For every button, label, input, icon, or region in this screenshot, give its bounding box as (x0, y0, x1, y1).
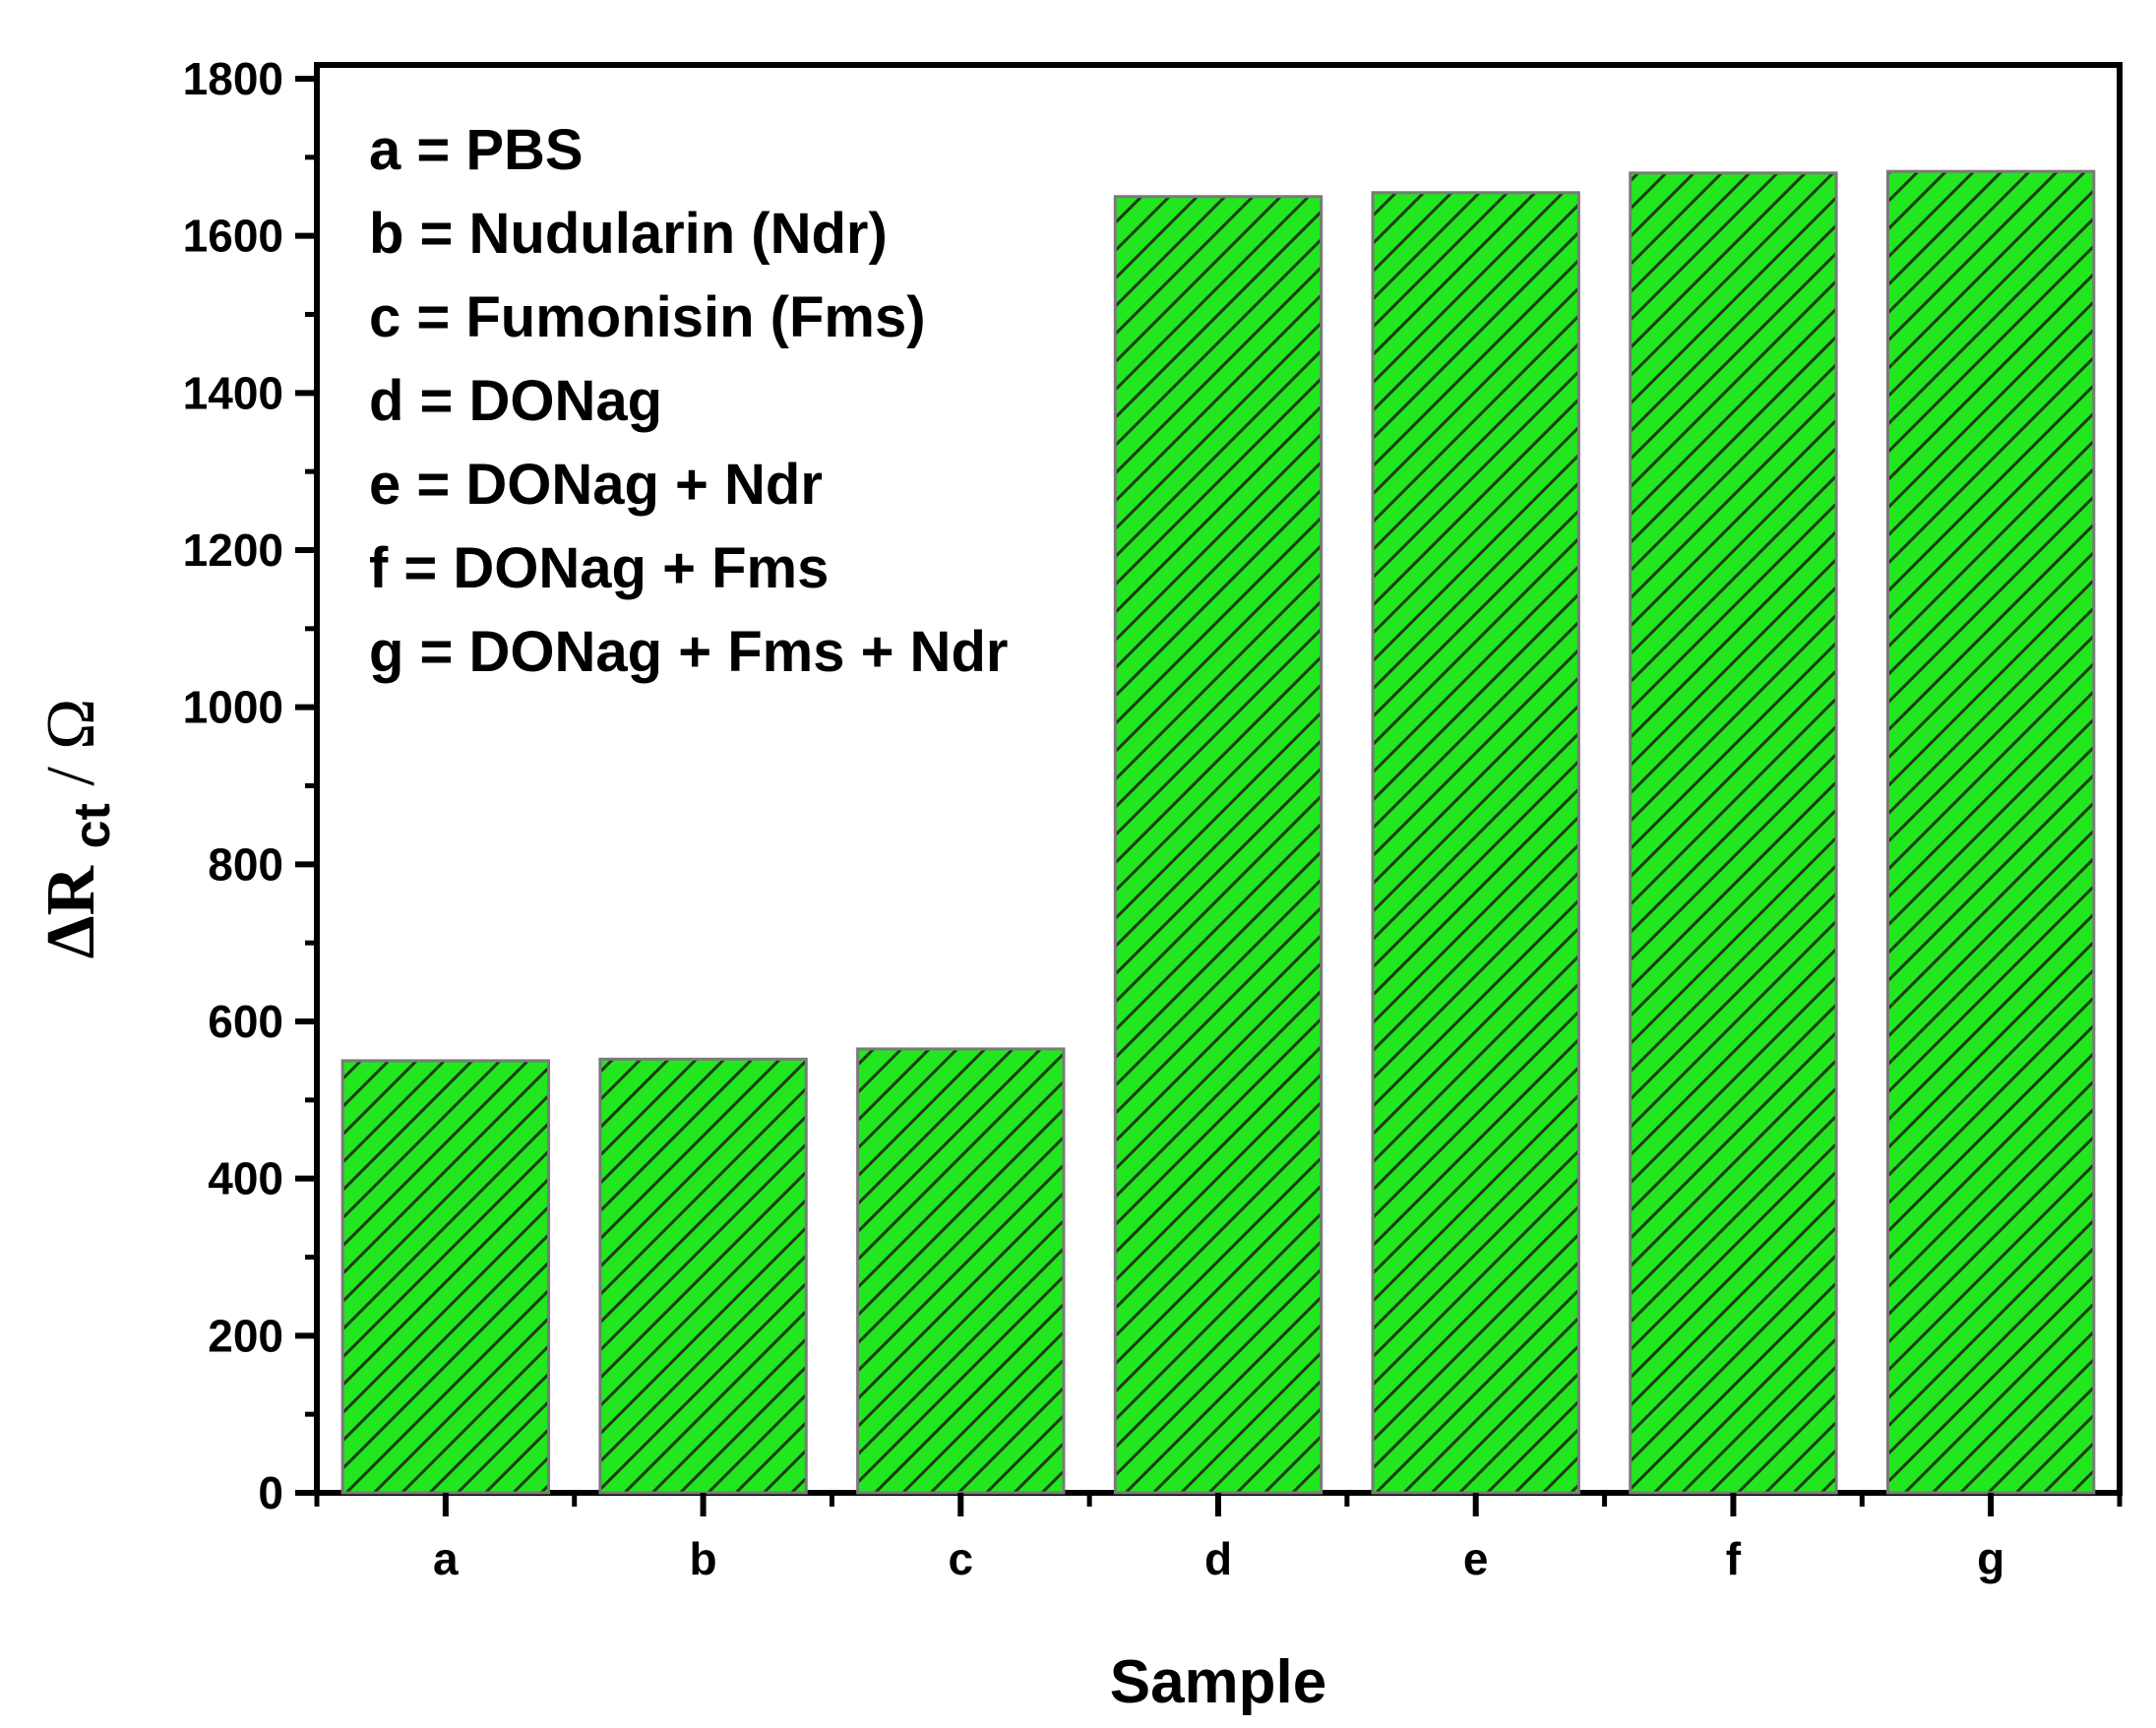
y-axis-title-prefix: ΔR (33, 864, 109, 958)
legend-entry: a = PBS (369, 118, 584, 182)
y-tick-label: 400 (208, 1153, 283, 1204)
bar-f (1629, 171, 1838, 1495)
y-tick-label: 200 (208, 1310, 283, 1361)
legend-entry: c = Fumonisin (Fms) (369, 285, 926, 349)
legend-entry: f = DONag + Fms (369, 536, 829, 600)
x-tick-label: b (690, 1533, 717, 1584)
x-tick-label: d (1204, 1533, 1232, 1584)
legend-entry: d = DONag (369, 369, 662, 433)
y-tick-label: 1200 (183, 525, 283, 576)
bar-e (1371, 191, 1580, 1495)
x-tick-label: a (433, 1533, 459, 1584)
legend-annotations: a = PBS b = Nudularin (Ndr) c = Fumonisin … (369, 118, 1008, 684)
y-tick-label: 1000 (183, 682, 283, 733)
y-tick-label: 1800 (183, 53, 283, 104)
y-tick-label: 600 (208, 996, 283, 1047)
bar-b (598, 1057, 808, 1495)
bar-c (856, 1047, 1066, 1495)
x-tick-label: c (948, 1533, 973, 1584)
y-axis-title-suffix: / Ω (33, 699, 109, 786)
y-axis-title-subscript: ct (64, 803, 121, 848)
x-tick-label: f (1726, 1533, 1742, 1584)
x-axis-title: Sample (1110, 1648, 1327, 1716)
x-axis: a b c d e f g (314, 1493, 2123, 1584)
legend-entry: e = DONag + Ndr (369, 453, 823, 517)
x-tick-label: e (1463, 1533, 1489, 1584)
bar-g (1885, 169, 2096, 1495)
y-axis: 0 200 400 600 800 1000 1200 1400 1600 1800 (183, 53, 317, 1518)
x-tick-label: g (1977, 1533, 2004, 1584)
y-tick-label: 800 (208, 838, 283, 890)
y-tick-label: 1400 (183, 367, 283, 418)
y-tick-label: 1600 (183, 211, 283, 262)
legend-entry: g = DONag + Fms + Ndr (369, 620, 1008, 684)
y-axis-title: ΔR ct / Ω (33, 699, 125, 959)
legend-entry: b = Nudularin (Ndr) (369, 202, 888, 266)
bar-d (1113, 195, 1324, 1495)
bar-a (340, 1059, 551, 1495)
y-tick-label: 0 (258, 1467, 283, 1518)
